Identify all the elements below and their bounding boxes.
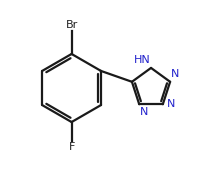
Text: F: F: [68, 142, 75, 152]
Text: N: N: [171, 69, 179, 79]
Text: HN: HN: [133, 55, 150, 65]
Text: N: N: [167, 99, 175, 109]
Text: N: N: [140, 107, 148, 117]
Text: Br: Br: [65, 20, 78, 30]
